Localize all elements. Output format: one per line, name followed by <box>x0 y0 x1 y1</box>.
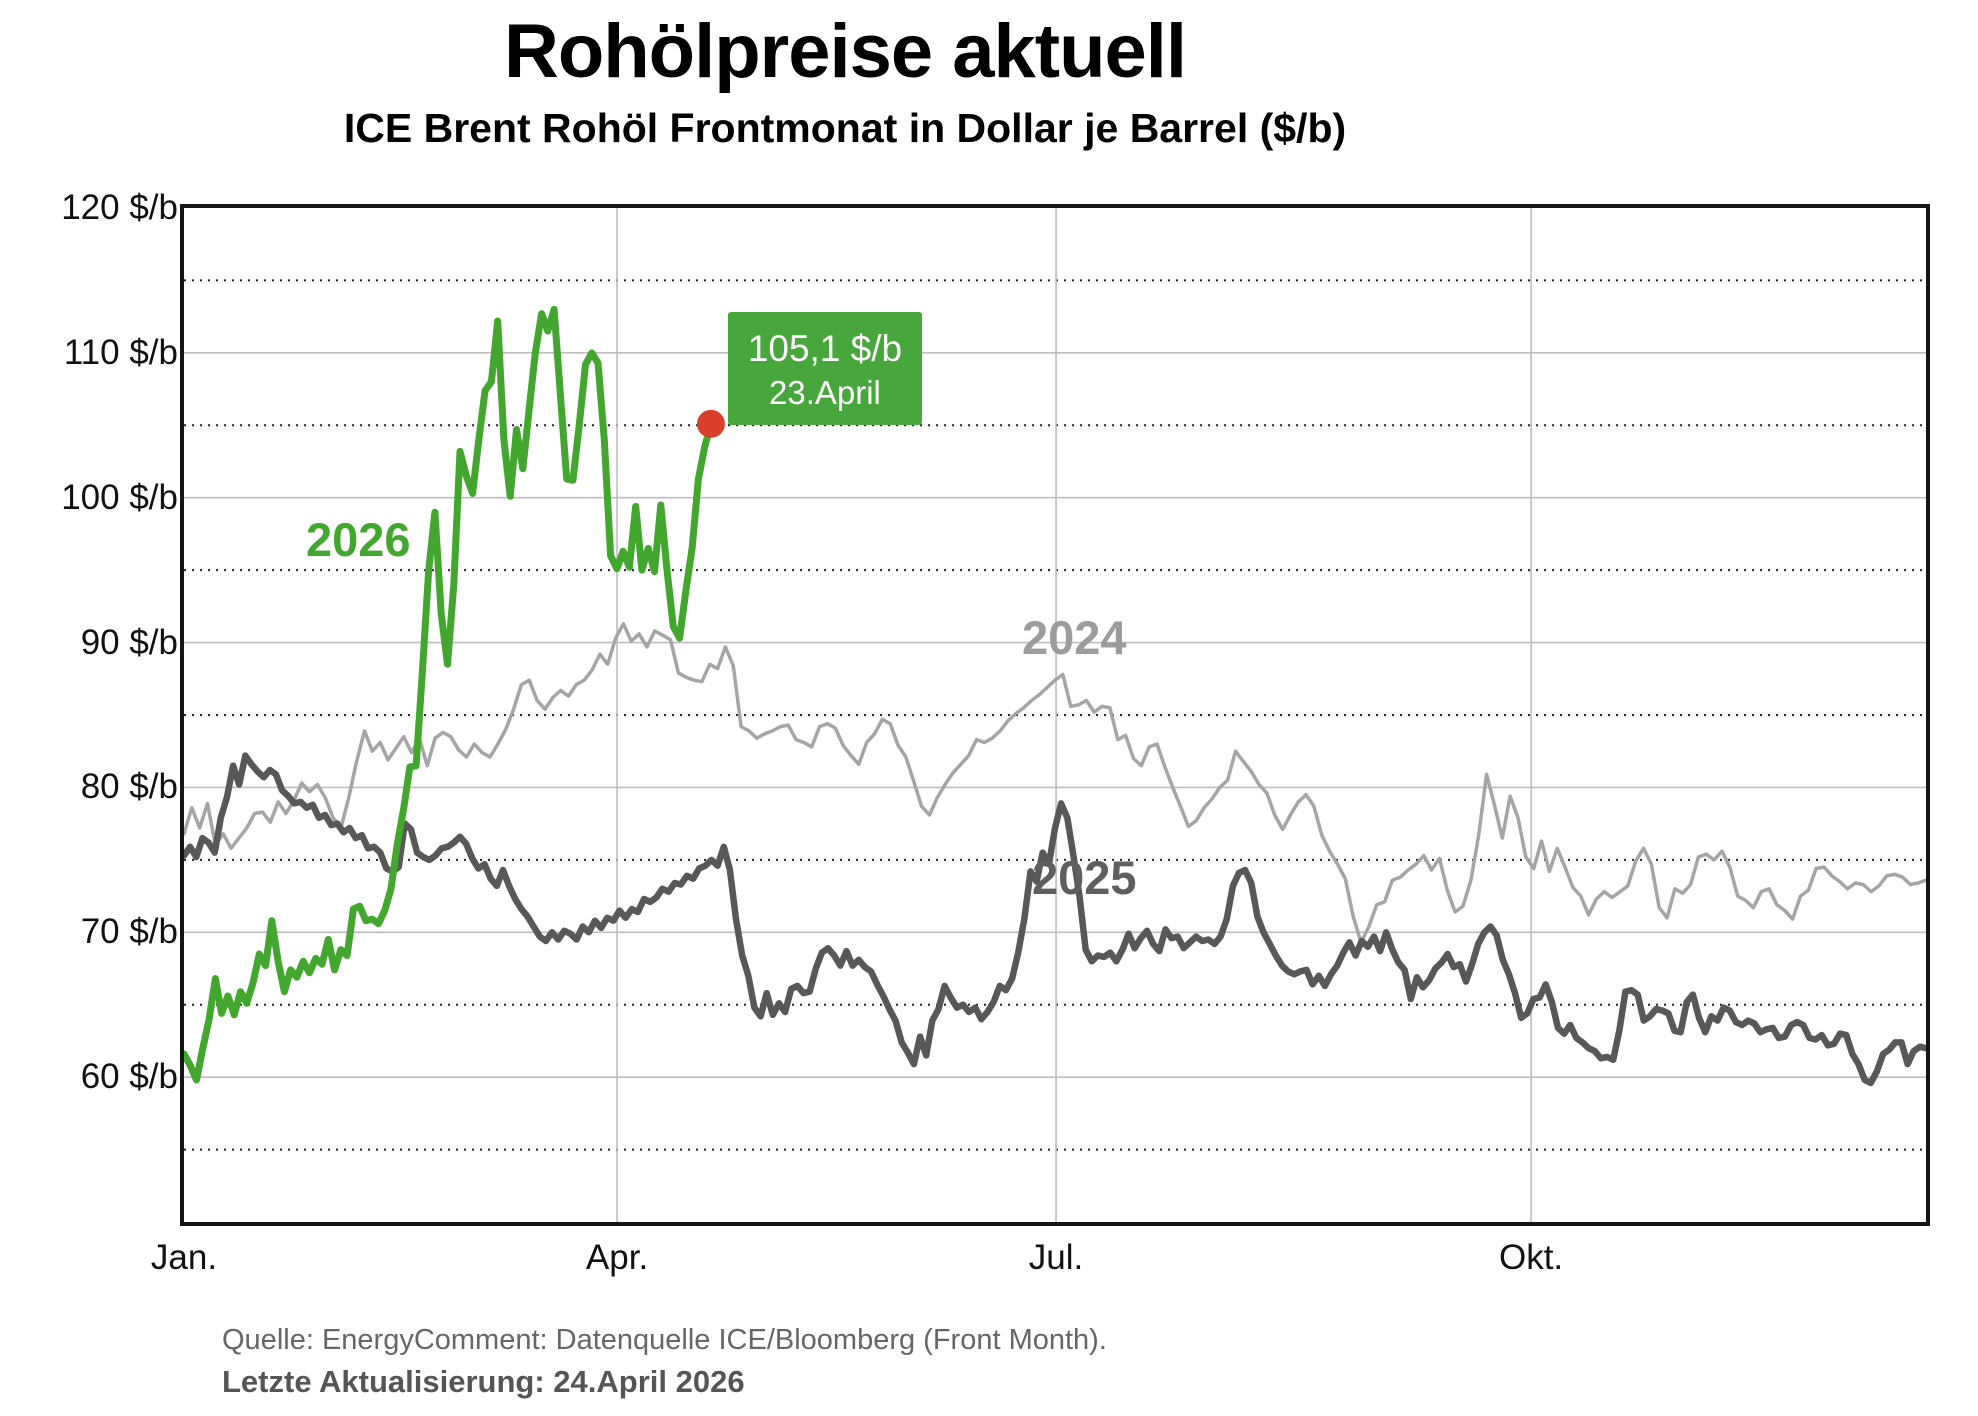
y-tick-120: 120 $/b <box>61 188 178 227</box>
x-tick-Jul: Jul. <box>1028 1238 1084 1277</box>
y-tick-100: 100 $/b <box>61 477 178 517</box>
y-tick-90: 90 $/b <box>80 622 178 662</box>
y-tick-110: 110 $/b <box>63 332 178 372</box>
line-chart <box>184 208 1926 1222</box>
x-tick-Apr: Apr. <box>585 1238 649 1277</box>
latest-price-marker <box>696 409 725 438</box>
chart-subtitle: ICE Brent Rohöl Frontmonat in Dollar je … <box>343 105 1347 151</box>
series-label-2025: 2025 <box>1032 851 1137 904</box>
y-tick-60: 60 $/b <box>80 1057 178 1097</box>
price-annotation-callout: 105,1 $/b 23.April <box>727 311 922 426</box>
series-line-2025 <box>184 752 1926 1087</box>
annotation-date: 23.April <box>769 374 881 412</box>
series-line-2024 <box>184 621 1926 945</box>
chart-footer: Quelle: EnergyComment: Datenquelle ICE/B… <box>222 1324 1107 1400</box>
chart-header: Rohölpreise aktuell ICE Brent Rohöl Fron… <box>0 8 1690 152</box>
page-title: Rohölpreise aktuell <box>503 9 1187 94</box>
last-update-note: Letzte Aktualisierung: 24.April 2026 <box>222 1364 745 1399</box>
series-label-2026: 2026 <box>306 513 411 566</box>
source-note: Quelle: EnergyComment: Datenquelle ICE/B… <box>222 1324 1107 1356</box>
x-tick-Jan: Jan. <box>150 1238 218 1277</box>
y-tick-80: 80 $/b <box>80 767 178 807</box>
y-tick-70: 70 $/b <box>80 912 178 952</box>
series-line-2026 <box>184 305 715 1084</box>
annotation-price: 105,1 $/b <box>747 327 903 369</box>
plot-area: 105,1 $/b 23.April <box>180 204 1930 1226</box>
x-tick-Okt: Okt. <box>1498 1238 1564 1277</box>
series-label-2024: 2024 <box>1022 611 1127 664</box>
